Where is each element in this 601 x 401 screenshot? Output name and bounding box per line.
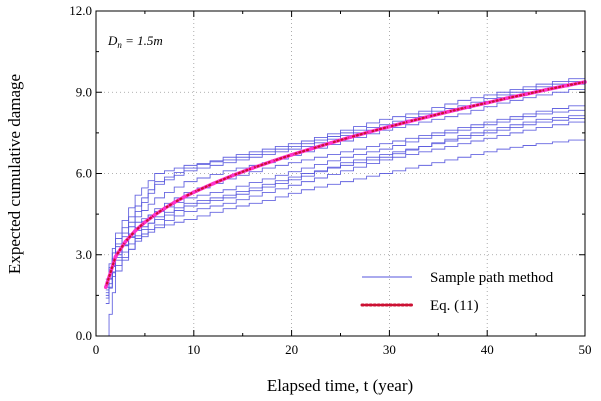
axis-ticks bbox=[95, 10, 586, 337]
y-tick-label: 6.0 bbox=[76, 166, 92, 181]
legend-eq11-label: Eq. (11) bbox=[430, 298, 479, 314]
eq-11-point bbox=[544, 88, 548, 92]
eq-11-point bbox=[563, 83, 568, 88]
eq-11-point bbox=[192, 190, 196, 194]
eq-11-point bbox=[231, 173, 235, 178]
legend: Sample path method Eq. (11) bbox=[360, 270, 554, 314]
sample-paths bbox=[105, 76, 586, 337]
y-tick-label: 0.0 bbox=[76, 328, 92, 343]
eq-11-point bbox=[211, 181, 216, 186]
annotation-rest: = 1.5m bbox=[122, 33, 163, 48]
eq-11-point bbox=[328, 141, 333, 145]
eq-11-point bbox=[172, 200, 177, 205]
eq-11-point bbox=[113, 254, 118, 259]
eq-11-point bbox=[387, 124, 392, 129]
x-tick-label: 0 bbox=[93, 342, 100, 357]
x-tick-label: 20 bbox=[285, 342, 298, 357]
eq-11-curve bbox=[103, 80, 587, 290]
x-tick-label: 40 bbox=[481, 342, 494, 357]
eq-11-point bbox=[524, 92, 529, 96]
eq-11-point bbox=[162, 206, 167, 211]
eq-11-point bbox=[465, 105, 470, 109]
annotation-sub: n bbox=[117, 40, 122, 50]
eq-11-point bbox=[123, 239, 128, 244]
sample-path bbox=[105, 78, 586, 280]
eq-11-point bbox=[504, 96, 509, 101]
eq-11-point bbox=[152, 213, 157, 217]
y-tick-labels: 0.0 3.0 6.0 9.0 12.0 bbox=[69, 3, 92, 343]
y-axis-title: Expected cumulative damage bbox=[5, 74, 24, 274]
eq-11-point bbox=[270, 159, 274, 164]
eq-11-point bbox=[103, 285, 108, 290]
eq-11-point bbox=[289, 153, 294, 157]
eq-11-point bbox=[133, 229, 137, 233]
sample-path bbox=[105, 103, 586, 291]
eq-11-point bbox=[407, 119, 411, 124]
eq-11-point bbox=[348, 135, 353, 140]
annotation-dn: Dn = 1.5m bbox=[107, 33, 163, 50]
eq-11-dots bbox=[104, 80, 587, 289]
y-tick-label: 9.0 bbox=[76, 84, 92, 99]
x-tick-labels: 0 10 20 30 40 50 bbox=[93, 342, 592, 357]
x-tick-label: 50 bbox=[579, 342, 592, 357]
x-tick-label: 30 bbox=[383, 342, 396, 357]
annotation-main: D bbox=[107, 33, 118, 48]
y-tick-label: 3.0 bbox=[76, 247, 92, 262]
sample-path bbox=[105, 76, 586, 283]
eq-11-point bbox=[485, 101, 490, 105]
eq-11-point bbox=[368, 129, 372, 134]
legend-sample-path-label: Sample path method bbox=[430, 270, 554, 286]
eq-11-point bbox=[143, 220, 147, 225]
eq-11-point bbox=[426, 114, 431, 119]
x-axis-title: Elapsed time, t (year) bbox=[267, 376, 413, 395]
eq-11-point bbox=[250, 166, 255, 170]
eq-11-point bbox=[446, 109, 450, 114]
sample-path bbox=[105, 138, 586, 299]
sample-path bbox=[105, 116, 586, 296]
x-tick-label: 10 bbox=[187, 342, 200, 357]
eq-11-point bbox=[182, 195, 186, 199]
y-tick-label: 12.0 bbox=[69, 3, 92, 18]
eq-11-point bbox=[309, 147, 313, 151]
